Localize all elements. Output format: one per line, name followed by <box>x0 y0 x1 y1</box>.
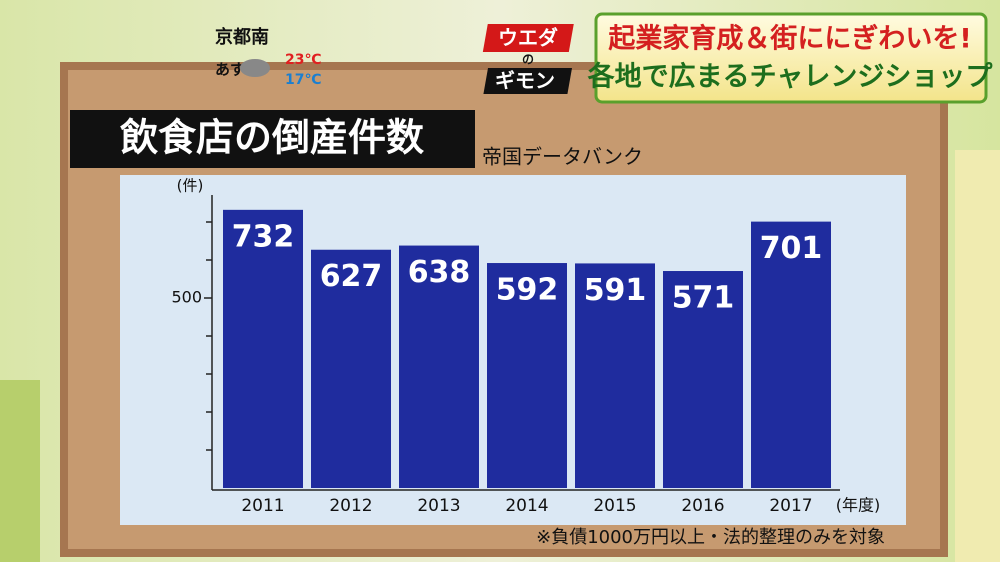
logo-text: ウエダ <box>498 26 558 50</box>
x-tick-label: 2011 <box>241 496 284 516</box>
bar <box>487 263 567 488</box>
weather-day: あす <box>215 61 245 79</box>
side-panel <box>0 380 40 562</box>
y-axis-label: (件) <box>177 177 204 195</box>
value-label: 592 <box>496 273 559 308</box>
value-label: 638 <box>408 255 471 290</box>
weather-high: 23℃ <box>285 52 321 68</box>
x-axis-label: (年度) <box>836 496 881 515</box>
weather-icon <box>240 59 270 77</box>
bar <box>399 245 479 488</box>
x-tick-label: 2012 <box>329 496 372 516</box>
value-label: 701 <box>760 231 823 266</box>
weather-low: 17℃ <box>285 72 321 88</box>
logo-text: の <box>522 53 534 67</box>
footnote: ※負債1000万円以上・法的整理のみを対象 <box>536 527 885 548</box>
bar <box>751 221 831 488</box>
value-label: 627 <box>320 259 383 294</box>
bar <box>223 209 303 488</box>
headline-box <box>594 12 988 104</box>
y-tick-label: 500 <box>171 288 202 307</box>
value-label: 571 <box>672 281 735 316</box>
logo-text: ギモン <box>495 69 555 93</box>
logo-bottom <box>483 68 573 94</box>
chart-title: 飲食店の倒産件数 <box>120 116 424 160</box>
value-label: 732 <box>232 219 295 254</box>
bar <box>663 271 743 488</box>
x-tick-label: 2015 <box>593 496 636 516</box>
headline: 起業家育成＆街ににぎわいを! <box>608 23 971 55</box>
bar <box>575 263 655 488</box>
logo-top <box>482 24 574 52</box>
x-tick-label: 2013 <box>417 496 460 516</box>
headline: 各地で広まるチャレンジショップ <box>587 61 994 93</box>
x-tick-label: 2017 <box>769 496 812 516</box>
weather-city: 京都南 <box>215 26 269 48</box>
source: 帝国データバンク <box>482 145 643 169</box>
side-panel <box>955 150 1000 562</box>
value-label: 591 <box>584 273 647 308</box>
bar <box>311 249 391 488</box>
x-tick-label: 2014 <box>505 496 548 516</box>
x-tick-label: 2016 <box>681 496 724 516</box>
title-box <box>70 110 475 168</box>
